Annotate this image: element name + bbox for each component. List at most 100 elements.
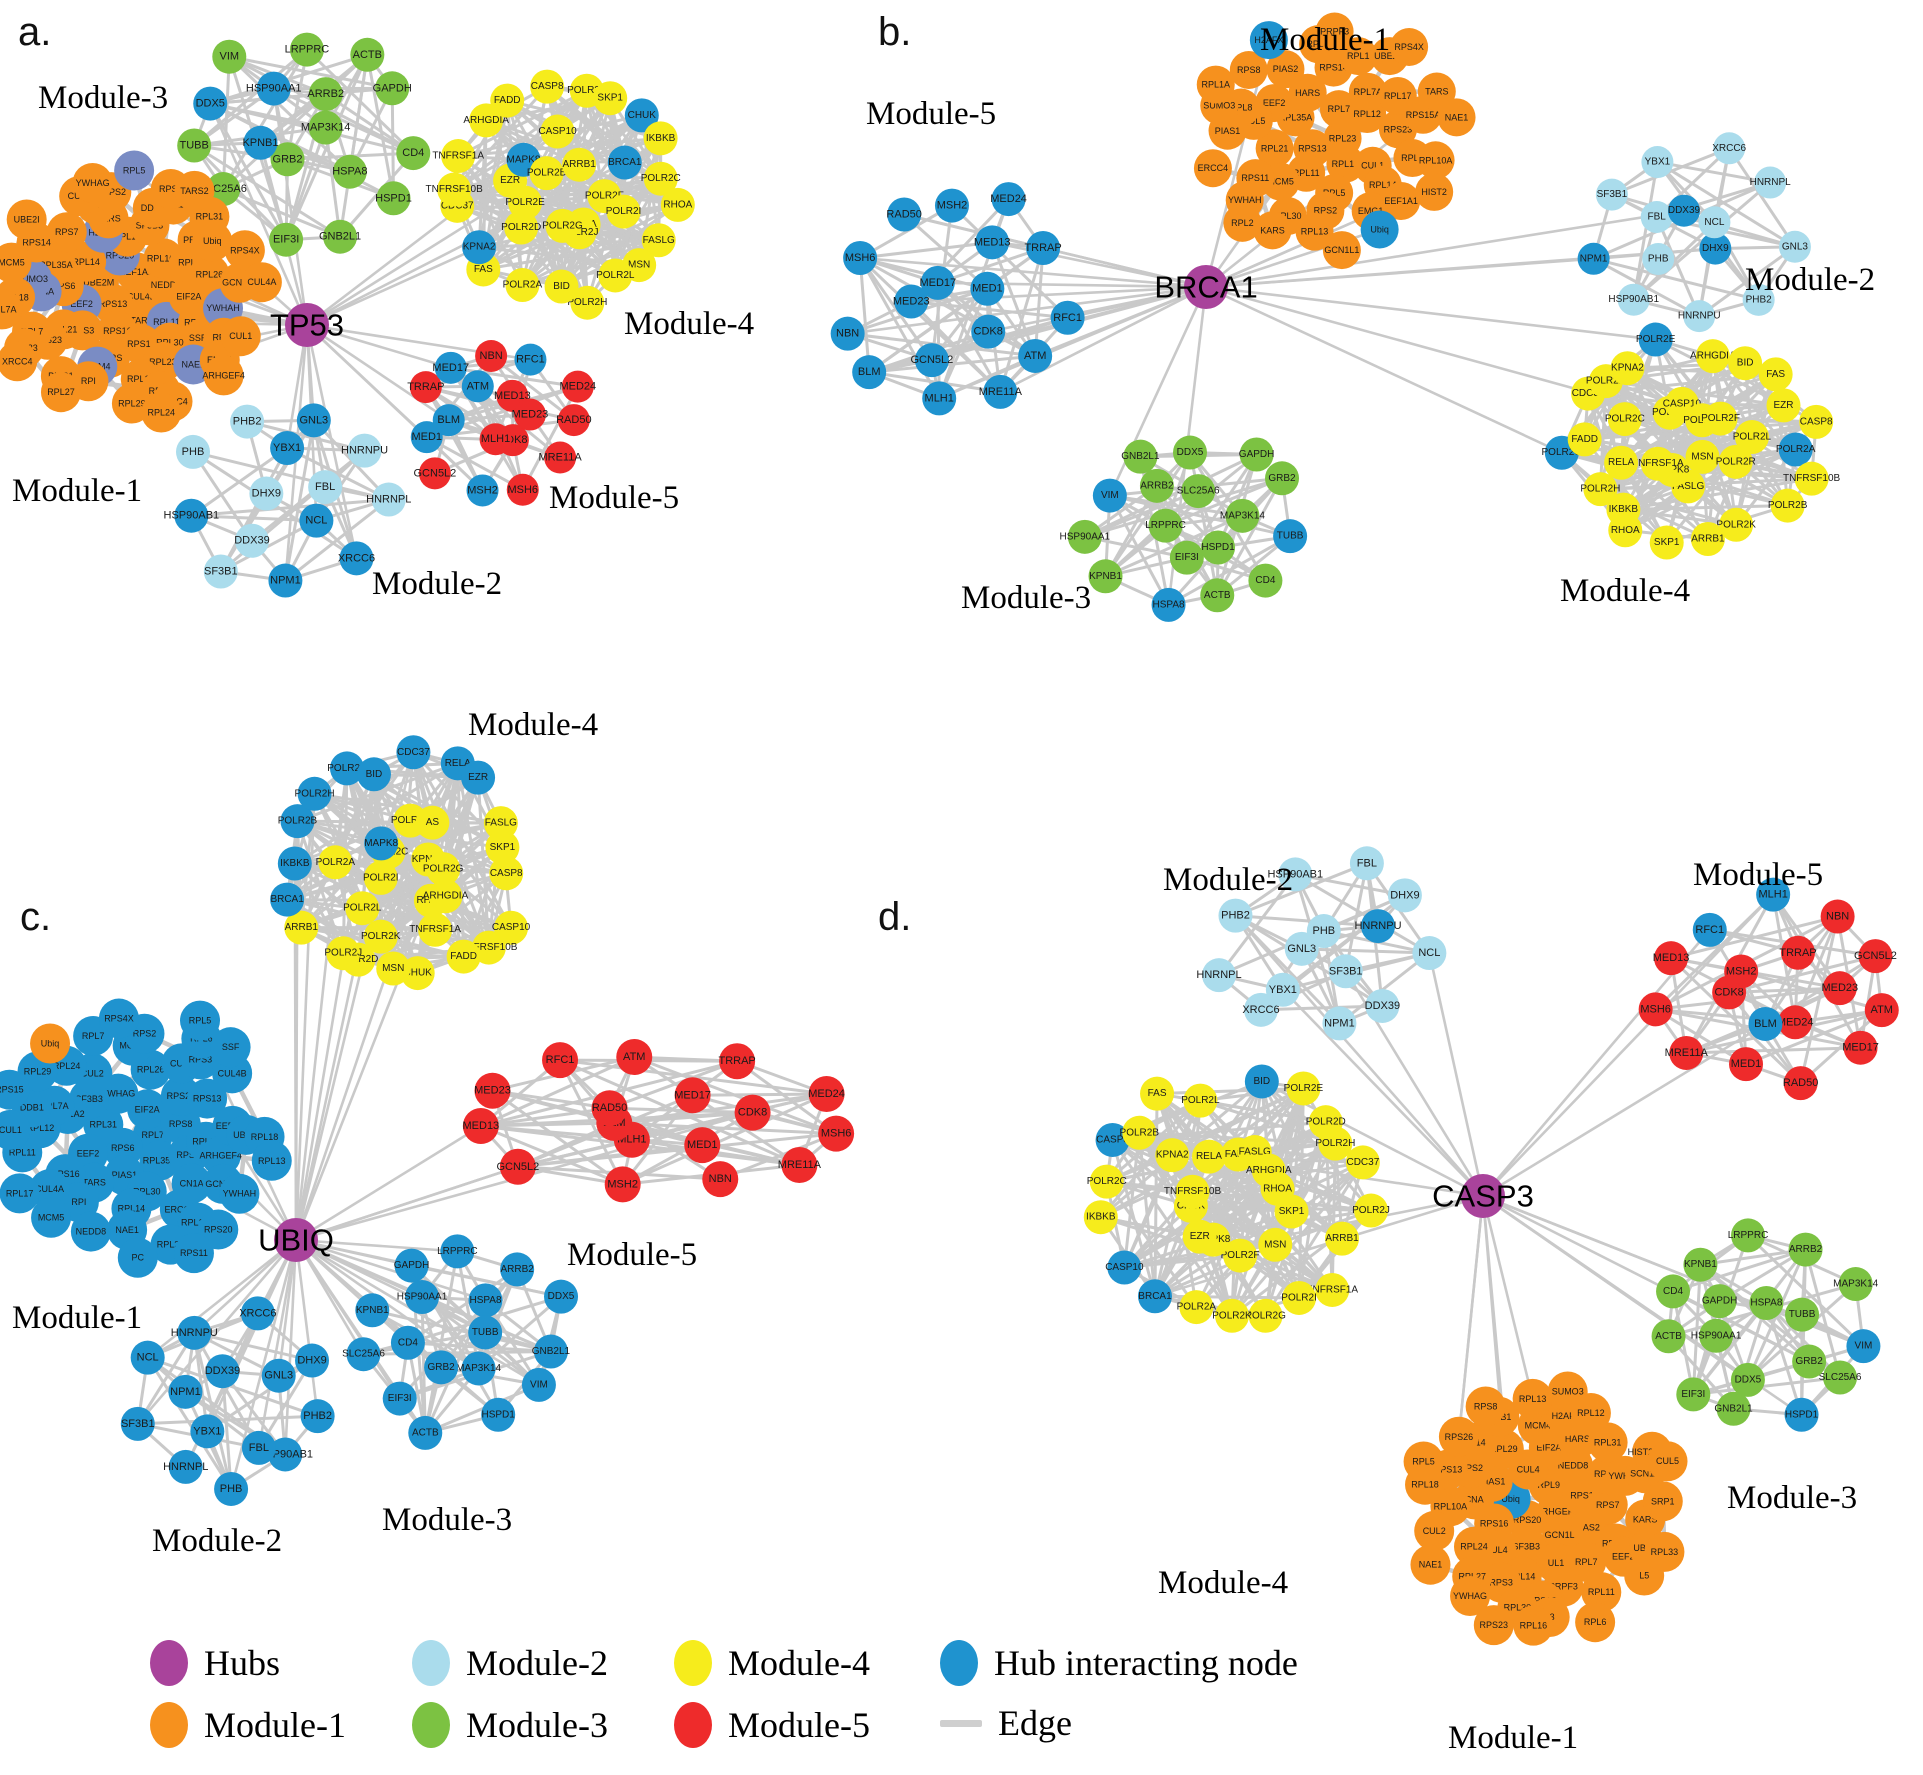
node-a-HSP90AA1[interactable] bbox=[256, 71, 291, 106]
node-c-CD4[interactable] bbox=[390, 1325, 425, 1360]
node-c-FASLG[interactable] bbox=[483, 806, 518, 841]
node-b-TNFRSF1A[interactable] bbox=[1640, 446, 1675, 481]
node-c-MAP3K14[interactable] bbox=[461, 1351, 496, 1386]
node-b-POLR2C[interactable] bbox=[1607, 402, 1642, 437]
node-a-HNRNPL[interactable] bbox=[371, 482, 406, 517]
node-a-MSH6[interactable] bbox=[506, 473, 539, 506]
node-a-RPL26[interactable] bbox=[189, 254, 230, 295]
node-a-KPNB1[interactable] bbox=[243, 125, 278, 160]
node-b-NAE1[interactable] bbox=[1437, 98, 1476, 137]
node-b-PHB[interactable] bbox=[1642, 243, 1675, 276]
node-d-ARRB1[interactable] bbox=[1325, 1221, 1360, 1256]
node-c-ARRB1[interactable] bbox=[284, 910, 319, 945]
node-d-ACTB[interactable] bbox=[1651, 1319, 1686, 1354]
node-d-PHB[interactable] bbox=[1306, 914, 1341, 949]
node-c-RPL13[interactable] bbox=[251, 1140, 292, 1181]
node-b-KPNB1[interactable] bbox=[1088, 559, 1123, 594]
node-c-XRCC6[interactable] bbox=[240, 1296, 275, 1331]
node-d-HNRNPL[interactable] bbox=[1202, 958, 1237, 993]
node-b-MED1[interactable] bbox=[970, 271, 1005, 306]
node-b-MED23[interactable] bbox=[894, 284, 929, 319]
node-d-RPL31[interactable] bbox=[1587, 1422, 1628, 1463]
node-c-CASP8[interactable] bbox=[489, 856, 524, 891]
node-a-GRB2[interactable] bbox=[270, 142, 305, 177]
node-a-CUL1[interactable] bbox=[220, 316, 261, 357]
node-c-SKP1[interactable] bbox=[485, 830, 520, 865]
node-b-MAP3K14[interactable] bbox=[1225, 498, 1260, 533]
node-a-SKP1[interactable] bbox=[593, 81, 628, 116]
node-a-POLR2H[interactable] bbox=[570, 285, 605, 320]
node-a-TRRAP[interactable] bbox=[409, 371, 442, 404]
node-d-POLR2K[interactable] bbox=[1215, 1298, 1250, 1333]
node-b-SKP1[interactable] bbox=[1649, 525, 1684, 560]
node-b-MED13[interactable] bbox=[975, 225, 1010, 260]
node-c-RPL17[interactable] bbox=[0, 1173, 40, 1214]
node-a-EIF3I[interactable] bbox=[269, 222, 304, 257]
node-d-POLR2G[interactable] bbox=[1248, 1298, 1283, 1333]
node-c-GCN5L2[interactable] bbox=[499, 1148, 536, 1185]
node-c-PHB[interactable] bbox=[214, 1471, 249, 1506]
node-b-NBN[interactable] bbox=[830, 316, 865, 351]
node-b-RAD50[interactable] bbox=[887, 197, 922, 232]
node-b-EZR[interactable] bbox=[1766, 388, 1801, 423]
node-c-RPL5[interactable] bbox=[180, 1000, 221, 1041]
node-d-DDX39[interactable] bbox=[1365, 988, 1400, 1023]
node-a-XRCC6[interactable] bbox=[339, 541, 374, 576]
node-d-HSPD1[interactable] bbox=[1784, 1397, 1819, 1432]
node-d-POLR2F[interactable] bbox=[1223, 1238, 1258, 1273]
node-c-EIF3I[interactable] bbox=[382, 1381, 417, 1416]
node-a-RHOA[interactable] bbox=[660, 187, 695, 222]
node-c-RFC1[interactable] bbox=[542, 1042, 579, 1079]
node-c-HSPA8[interactable] bbox=[468, 1283, 503, 1318]
node-a-POLR2I[interactable] bbox=[606, 194, 641, 229]
node-d-RPS7[interactable] bbox=[1587, 1484, 1628, 1525]
node-b-RPS8[interactable] bbox=[1229, 51, 1268, 90]
node-c-ACTB[interactable] bbox=[408, 1415, 443, 1450]
node-a-CHUK[interactable] bbox=[624, 98, 659, 133]
node-d-NCL[interactable] bbox=[1412, 936, 1447, 971]
node-d-YWHAG[interactable] bbox=[1450, 1576, 1491, 1617]
node-b-MLH1[interactable] bbox=[922, 381, 957, 416]
node-b-RPL7A[interactable] bbox=[1348, 72, 1387, 111]
node-a-GNL3[interactable] bbox=[296, 403, 331, 438]
node-d-IKBKB[interactable] bbox=[1083, 1200, 1118, 1235]
node-b-HNRNPL[interactable] bbox=[1754, 166, 1787, 199]
node-a-BID[interactable] bbox=[544, 269, 579, 304]
node-a-NBN[interactable] bbox=[475, 339, 508, 372]
node-d-DDX5[interactable] bbox=[1730, 1362, 1765, 1397]
node-a-RPL27[interactable] bbox=[40, 372, 81, 413]
node-b-FBL[interactable] bbox=[1640, 200, 1673, 233]
node-b-BID[interactable] bbox=[1728, 346, 1763, 381]
node-c-FADD[interactable] bbox=[446, 939, 481, 974]
node-d-POLR2H[interactable] bbox=[1318, 1126, 1353, 1161]
node-c-GNB2L1[interactable] bbox=[533, 1334, 568, 1369]
node-c-MRE11A[interactable] bbox=[781, 1147, 818, 1184]
node-c-CUL4A[interactable] bbox=[29, 1169, 70, 1210]
node-a-MED1[interactable] bbox=[410, 421, 443, 454]
node-c-MED13[interactable] bbox=[462, 1108, 499, 1145]
node-d-TNFRSF1A[interactable] bbox=[1315, 1272, 1350, 1307]
node-c-DHX9[interactable] bbox=[295, 1343, 330, 1378]
node-d-RPS8[interactable] bbox=[1465, 1386, 1506, 1427]
node-c-RAD50[interactable] bbox=[591, 1090, 628, 1127]
node-a-IKBKB[interactable] bbox=[643, 121, 678, 156]
node-b-ARRB1[interactable] bbox=[1690, 521, 1725, 556]
node-a-MCM5[interactable] bbox=[0, 242, 32, 283]
node-a-MRE11A[interactable] bbox=[544, 441, 577, 474]
node-d-SLC25A6[interactable] bbox=[1823, 1360, 1858, 1395]
node-a-MED24[interactable] bbox=[561, 370, 594, 403]
node-c-CDK8[interactable] bbox=[734, 1094, 771, 1131]
node-d-RPL11[interactable] bbox=[1581, 1572, 1622, 1613]
node-d-MRE11A[interactable] bbox=[1669, 1035, 1704, 1070]
node-d-XRCC6[interactable] bbox=[1243, 992, 1278, 1027]
node-b-RPL18[interactable] bbox=[1326, 144, 1365, 183]
node-d-SF3B3[interactable] bbox=[1506, 1526, 1547, 1567]
node-b-ARHGDIA[interactable] bbox=[1695, 339, 1730, 374]
node-b-GRB2[interactable] bbox=[1265, 461, 1300, 496]
node-a-FASLG[interactable] bbox=[641, 223, 676, 258]
node-a-HSPA8[interactable] bbox=[332, 154, 367, 189]
node-c-SSF[interactable] bbox=[210, 1027, 251, 1068]
node-b-DDX39[interactable] bbox=[1667, 194, 1700, 227]
node-d-CUL2[interactable] bbox=[1414, 1510, 1455, 1551]
node-c-SF3B1[interactable] bbox=[120, 1406, 155, 1441]
